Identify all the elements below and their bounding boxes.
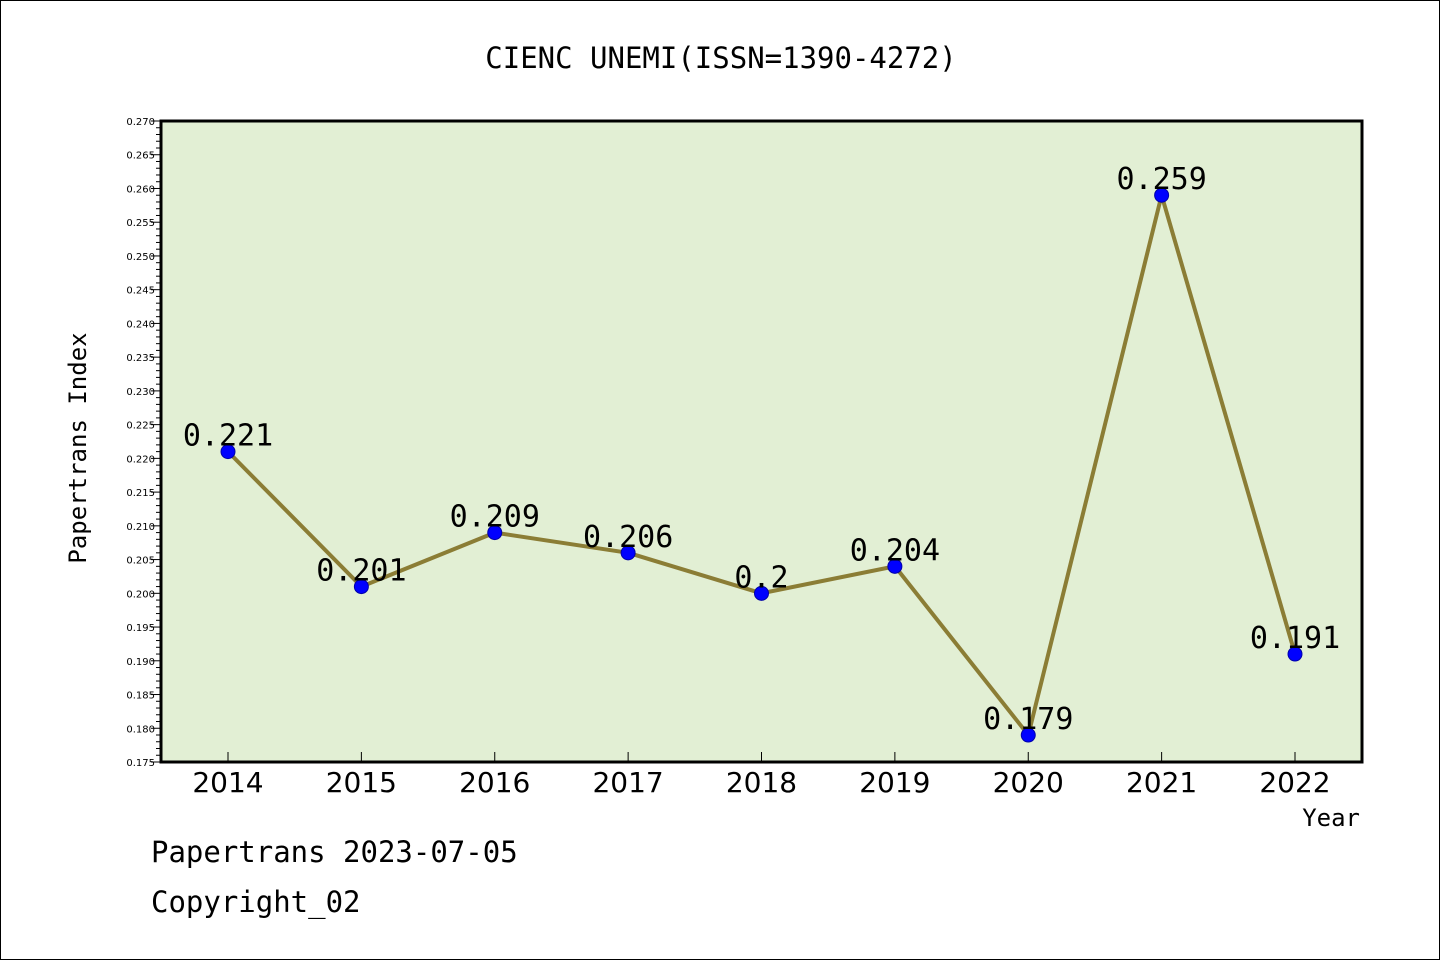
data-label: 0.221	[183, 419, 273, 454]
data-label: 0.204	[850, 533, 940, 568]
x-tick-label: 2020	[993, 766, 1064, 799]
x-tick-label: 2014	[192, 766, 263, 799]
x-axis: 2014 2015 2016 2017 2018 2019 2020 2021 2022	[192, 752, 1331, 799]
data-point	[1020, 727, 1036, 743]
y-tick-label: 0.260	[126, 184, 155, 195]
data-label: 0.2	[734, 560, 788, 595]
y-tick-label: 0.185	[126, 691, 155, 702]
plot-area	[161, 121, 1362, 762]
data-point	[353, 579, 369, 595]
y-tick-label: 0.250	[126, 252, 155, 263]
y-tick-label: 0.265	[126, 151, 155, 162]
data-point	[220, 444, 236, 460]
y-tick-label: 0.245	[126, 286, 155, 297]
data-point	[1154, 187, 1170, 203]
x-axis-label: Year	[1302, 804, 1360, 832]
y-tick-label: 0.215	[126, 488, 155, 499]
data-point	[1287, 646, 1303, 662]
x-tick-label: 2021	[1126, 766, 1197, 799]
y-tick-label: 0.180	[126, 724, 155, 735]
y-tick-label: 0.190	[126, 657, 155, 668]
x-tick-label: 2015	[326, 766, 397, 799]
x-tick-label: 2022	[1259, 766, 1330, 799]
data-point	[487, 525, 503, 541]
y-tick-label: 0.230	[126, 387, 155, 398]
y-tick-label: 0.270	[126, 117, 155, 128]
y-axis: 0.175 0.180 0.185 0.190 0.195 0.200 0.205 0.210…	[126, 117, 161, 769]
x-tick-label: 2017	[592, 766, 663, 799]
data-label: 0.259	[1116, 162, 1206, 197]
data-points	[220, 187, 1303, 743]
y-tick-label: 0.200	[126, 589, 155, 600]
y-axis-label: Papertrans Index	[64, 332, 92, 563]
data-point	[887, 558, 903, 574]
y-tick-label: 0.220	[126, 454, 155, 465]
plot-border	[159, 119, 1364, 764]
data-label: 0.179	[983, 702, 1073, 737]
data-point	[620, 545, 636, 561]
y-tick-label: 0.210	[126, 522, 155, 533]
x-tick-label: 2018	[726, 766, 797, 799]
data-labels: 0.221 0.201 0.209 0.206 0.2 0.204 0.179 0.259 0.…	[183, 162, 1340, 737]
chart-title: CIENC UNEMI(ISSN=1390-4272)	[485, 41, 956, 75]
y-tick-label: 0.195	[126, 623, 155, 634]
y-tick-label: 0.255	[126, 218, 155, 229]
data-label: 0.201	[316, 554, 406, 589]
y-tick-label: 0.240	[126, 319, 155, 330]
x-tick-label: 2016	[459, 766, 530, 799]
y-tick-label: 0.175	[126, 758, 155, 769]
data-label: 0.191	[1250, 621, 1340, 656]
data-label: 0.206	[583, 520, 673, 555]
data-label: 0.209	[450, 500, 540, 535]
y-tick-label: 0.225	[126, 421, 155, 432]
y-tick-label: 0.205	[126, 556, 155, 567]
data-point	[754, 585, 769, 601]
footer-date-text: Papertrans 2023-07-05	[151, 835, 518, 869]
y-tick-label: 0.235	[126, 353, 155, 364]
footer-copyright-text: Copyright_02	[151, 885, 361, 919]
x-tick-label: 2019	[859, 766, 930, 799]
